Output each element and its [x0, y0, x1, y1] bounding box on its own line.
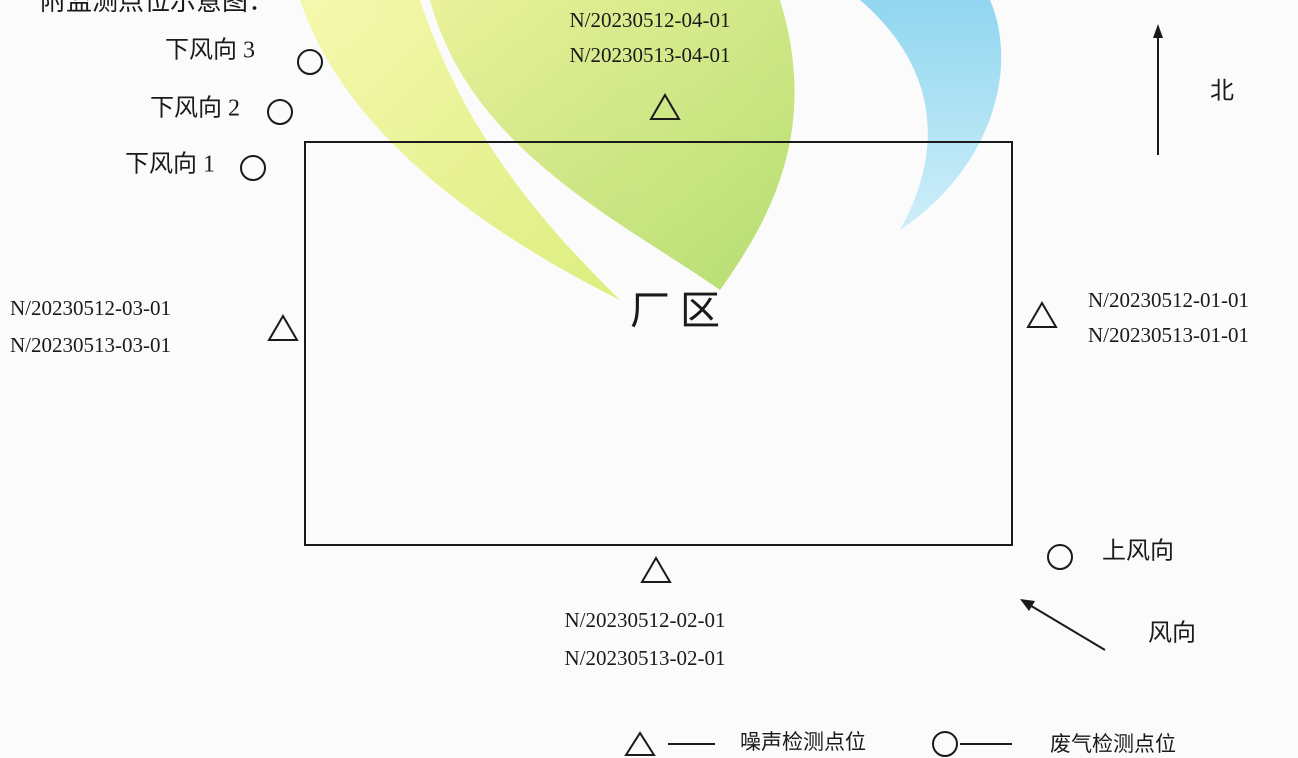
exhaust-marker: [1047, 544, 1073, 570]
noise-marker: [1026, 301, 1058, 328]
wind-arrow: [1027, 603, 1106, 651]
noise-marker: [649, 93, 681, 120]
exhaust-label: 下风向 3: [165, 37, 255, 64]
noise-marker: [640, 556, 672, 583]
legend-exhaust: 废气检测点位: [1050, 732, 1176, 756]
legend-noise-marker: [624, 731, 656, 756]
plant-boundary: [304, 141, 1013, 546]
wind-label: 风向: [1148, 620, 1196, 647]
north-label: 北: [1210, 78, 1234, 105]
exhaust-label: 下风向 2: [150, 95, 240, 122]
exhaust-marker: [267, 99, 293, 125]
north-arrowhead: [1153, 24, 1163, 38]
noise-label: N/20230512-02-01: [565, 608, 726, 632]
noise-label: N/20230512-04-01: [570, 8, 731, 32]
exhaust-marker: [240, 155, 266, 181]
exhaust-label: 上风向: [1102, 538, 1174, 565]
wind-arrowhead: [1020, 599, 1035, 611]
plant-label: 厂 区: [630, 288, 720, 333]
exhaust-label: 下风向 1: [125, 151, 215, 178]
noise-label: N/20230513-01-01: [1088, 323, 1249, 347]
noise-marker: [267, 314, 299, 341]
legend-exhaust-marker: [932, 731, 958, 757]
noise-label: N/20230513-03-01: [10, 333, 171, 357]
noise-label: N/20230513-02-01: [565, 646, 726, 670]
legend-noise: 噪声检测点位: [740, 730, 866, 754]
title: 附监测点位示意图：: [40, 0, 274, 16]
noise-label: N/20230512-03-01: [10, 296, 171, 320]
noise-label: N/20230513-04-01: [570, 43, 731, 67]
watermark: [300, 0, 1002, 300]
noise-label: N/20230512-01-01: [1088, 288, 1249, 312]
exhaust-marker: [297, 49, 323, 75]
